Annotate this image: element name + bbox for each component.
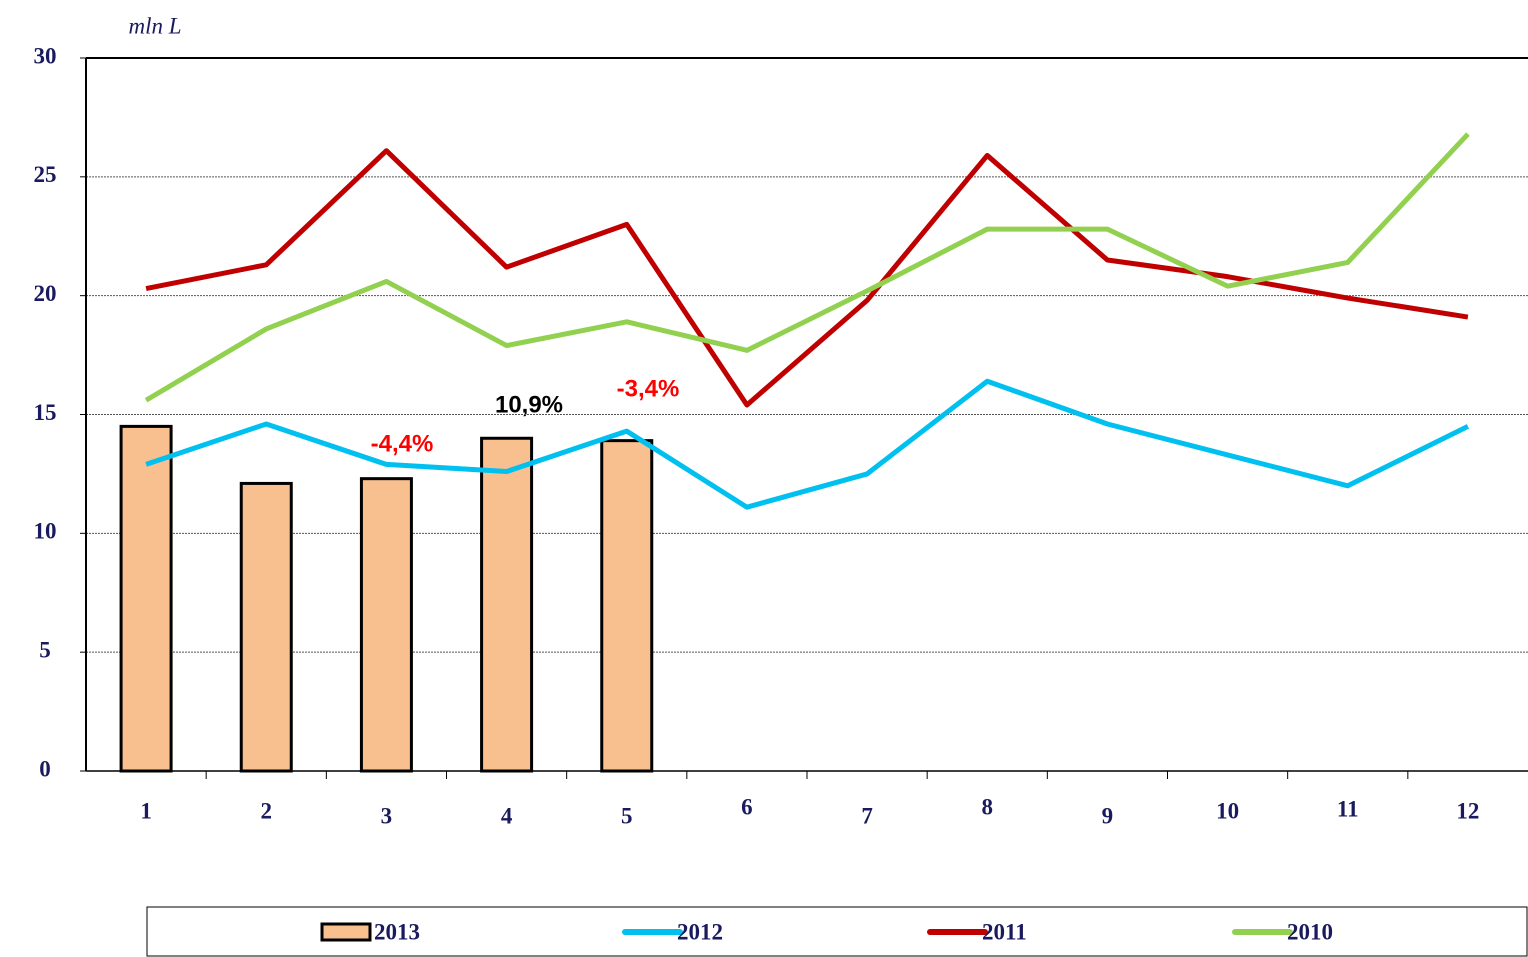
bar bbox=[600, 439, 654, 773]
y-tick-label: 15 bbox=[34, 400, 57, 425]
legend-label: 2013 bbox=[374, 919, 420, 944]
bar bbox=[239, 481, 293, 773]
x-tick-label: 4 bbox=[501, 803, 513, 828]
x-tick-label: 9 bbox=[1102, 803, 1114, 828]
line bbox=[145, 378, 1470, 510]
bar bbox=[359, 477, 413, 773]
y-tick-label: 10 bbox=[34, 519, 57, 544]
legend-label: 2010 bbox=[1287, 919, 1333, 944]
annotation: 10,9% bbox=[495, 391, 563, 418]
x-tick-label: 11 bbox=[1337, 796, 1359, 821]
line bbox=[144, 132, 1470, 403]
legend-label: 2011 bbox=[982, 919, 1027, 944]
x-tick-label: 3 bbox=[381, 803, 393, 828]
y-tick-label: 20 bbox=[34, 281, 57, 306]
annotation: -4,4% bbox=[371, 430, 434, 457]
annotation: -3,4% bbox=[617, 375, 680, 402]
legend-swatch bbox=[320, 922, 372, 942]
x-tick-label: 6 bbox=[741, 794, 753, 819]
legend-label: 2012 bbox=[677, 919, 723, 944]
bar bbox=[480, 436, 534, 773]
y-tick-label: 5 bbox=[39, 637, 51, 662]
x-tick-label: 5 bbox=[621, 803, 633, 828]
y-tick-label: 25 bbox=[34, 162, 57, 187]
bar bbox=[119, 424, 173, 773]
y-tick-label: 0 bbox=[39, 756, 51, 781]
x-tick-label: 7 bbox=[861, 803, 873, 828]
y-tick-label: 30 bbox=[34, 43, 57, 68]
x-tick-label: 1 bbox=[140, 798, 152, 823]
x-tick-label: 10 bbox=[1216, 798, 1239, 823]
legend-box bbox=[146, 906, 1528, 957]
x-tick-label: 8 bbox=[982, 794, 994, 819]
x-tick-label: 12 bbox=[1456, 798, 1479, 823]
x-tick-label: 2 bbox=[261, 798, 273, 823]
y-axis-label: mln L bbox=[128, 13, 181, 38]
